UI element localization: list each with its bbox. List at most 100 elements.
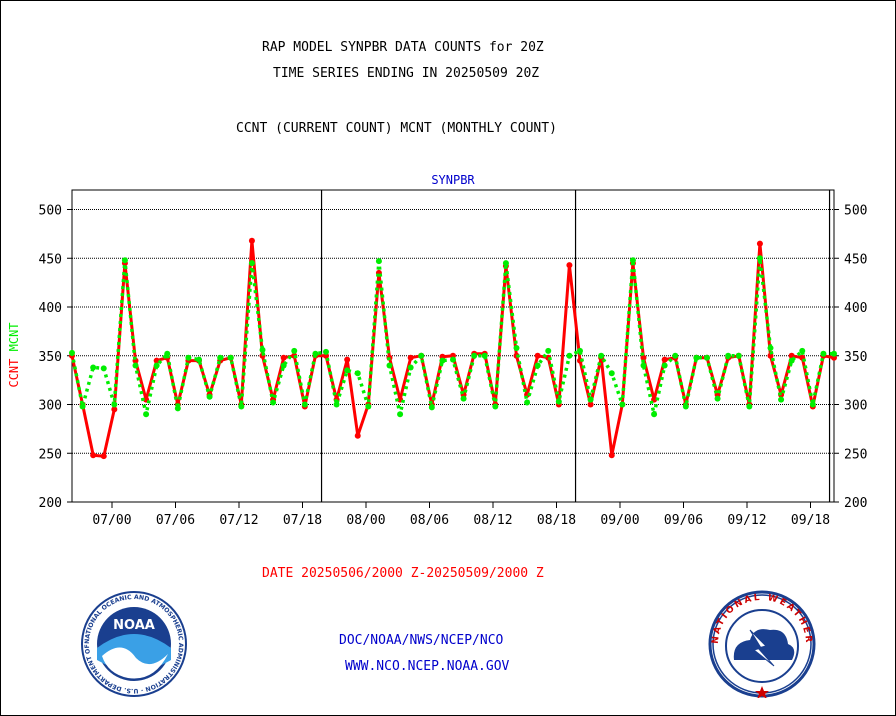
chart-title: SYNPBR <box>431 173 475 187</box>
y-axis-label: CCNT MCNT <box>7 322 21 387</box>
data-point-mcnt <box>111 401 118 408</box>
data-point-mcnt <box>418 352 425 359</box>
data-point-ccnt <box>534 352 541 359</box>
y-tick-label-left: 400 <box>39 301 62 316</box>
data-point-mcnt <box>196 356 202 363</box>
y-tick-label-right: 350 <box>844 350 867 365</box>
chart-header-line3: CCNT (CURRENT COUNT) MCNT (MONTHLY COUNT… <box>236 121 557 136</box>
data-point-mcnt <box>481 352 488 359</box>
x-tick-label: 09/18 <box>791 513 830 528</box>
x-tick-label: 09/00 <box>600 513 639 528</box>
noaa-logo-text: NOAA <box>113 618 155 633</box>
data-point-mcnt <box>524 399 531 406</box>
y-tick-label-left: 350 <box>39 350 62 365</box>
data-point-mcnt <box>227 354 234 361</box>
data-point-ccnt <box>100 453 107 460</box>
data-point-mcnt <box>450 356 456 363</box>
data-point-mcnt <box>90 364 97 371</box>
data-point-mcnt <box>555 398 562 405</box>
data-point-mcnt <box>502 260 509 267</box>
data-point-mcnt <box>301 401 308 408</box>
data-point-mcnt <box>397 411 404 418</box>
data-point-mcnt <box>577 347 583 354</box>
x-tick-label: 07/06 <box>156 513 195 528</box>
data-point-mcnt <box>248 260 255 267</box>
data-point-mcnt <box>598 352 605 359</box>
x-tick-label: 08/18 <box>537 513 576 528</box>
data-point-ccnt <box>280 354 287 361</box>
data-point-mcnt <box>69 349 75 356</box>
data-point-ccnt <box>407 354 414 361</box>
data-point-ccnt <box>587 401 594 408</box>
data-point-mcnt <box>619 401 626 408</box>
data-point-mcnt <box>788 357 795 364</box>
data-point-mcnt <box>386 362 393 369</box>
series-line-ccnt <box>70 239 835 458</box>
y-tick-label-right: 250 <box>844 447 867 462</box>
data-point-mcnt <box>79 403 86 410</box>
data-point-mcnt <box>407 364 414 371</box>
data-point-mcnt <box>534 362 541 369</box>
data-point-mcnt <box>100 365 107 372</box>
data-point-mcnt <box>735 352 742 359</box>
data-point-mcnt <box>629 257 636 264</box>
data-point-mcnt <box>725 352 732 359</box>
chart-header-line1: RAP MODEL SYNPBR DATA COUNTS for 20Z <box>262 40 544 55</box>
data-point-mcnt <box>323 348 329 355</box>
data-point-ccnt <box>111 406 118 413</box>
data-point-mcnt <box>375 258 382 265</box>
data-point-mcnt <box>672 352 679 359</box>
x-tick-label: 08/00 <box>346 513 385 528</box>
data-point-mcnt <box>778 396 785 403</box>
data-point-mcnt <box>756 255 763 262</box>
data-point-ccnt <box>767 352 774 359</box>
data-point-mcnt <box>121 257 128 264</box>
data-point-mcnt <box>153 362 160 369</box>
data-point-mcnt <box>259 346 266 353</box>
data-point-mcnt <box>132 362 139 369</box>
y-tick-label-right: 300 <box>844 399 867 414</box>
plot-border <box>71 189 835 503</box>
data-point-mcnt <box>460 395 467 402</box>
data-point-mcnt <box>428 404 435 411</box>
data-point-mcnt <box>661 362 668 369</box>
data-point-mcnt <box>333 401 340 408</box>
x-tick-label: 07/18 <box>283 513 322 528</box>
footer-url-link[interactable]: WWW.NCO.NCEP.NOAA.GOV <box>345 659 510 674</box>
data-point-mcnt <box>746 403 753 410</box>
nws-logo-icon: NATIONAL WEATHER SERVICE <box>706 590 816 698</box>
y-tick-label-left: 450 <box>39 252 62 267</box>
data-point-mcnt <box>513 344 520 351</box>
x-tick-label: 08/06 <box>410 513 449 528</box>
data-point-mcnt <box>492 403 499 410</box>
y-tick-label-right: 500 <box>844 204 867 219</box>
x-tick-label: 07/00 <box>92 513 131 528</box>
data-point-mcnt <box>640 362 647 369</box>
data-point-mcnt <box>185 354 192 361</box>
data-point-mcnt <box>545 347 552 354</box>
data-point-mcnt <box>767 344 774 351</box>
data-point-mcnt <box>820 350 827 357</box>
y-tick-label-right: 450 <box>844 252 867 267</box>
data-point-mcnt <box>344 367 351 374</box>
chart-header-line2: TIME SERIES ENDING IN 20250509 20Z <box>273 66 540 81</box>
data-point-mcnt <box>354 370 361 377</box>
footer-org-link[interactable]: DOC/NOAA/NWS/NCEP/NCO <box>339 633 504 648</box>
data-point-ccnt <box>354 432 361 439</box>
data-point-ccnt <box>344 356 351 363</box>
data-point-mcnt <box>714 395 721 402</box>
x-tick-label: 08/12 <box>473 513 512 528</box>
data-point-mcnt <box>608 370 615 377</box>
data-point-ccnt <box>248 237 255 244</box>
data-point-ccnt <box>566 262 573 269</box>
data-point-mcnt <box>143 411 150 418</box>
data-point-mcnt <box>799 347 806 354</box>
y-tick-label-right: 400 <box>844 301 867 316</box>
y-tick-label-left: 500 <box>39 204 62 219</box>
y-tick-label-left: 300 <box>39 399 62 414</box>
data-point-mcnt <box>238 403 245 410</box>
data-point-mcnt <box>809 401 816 408</box>
x-tick-label: 09/12 <box>727 513 766 528</box>
data-point-ccnt <box>756 240 763 247</box>
data-point-mcnt <box>174 405 181 412</box>
